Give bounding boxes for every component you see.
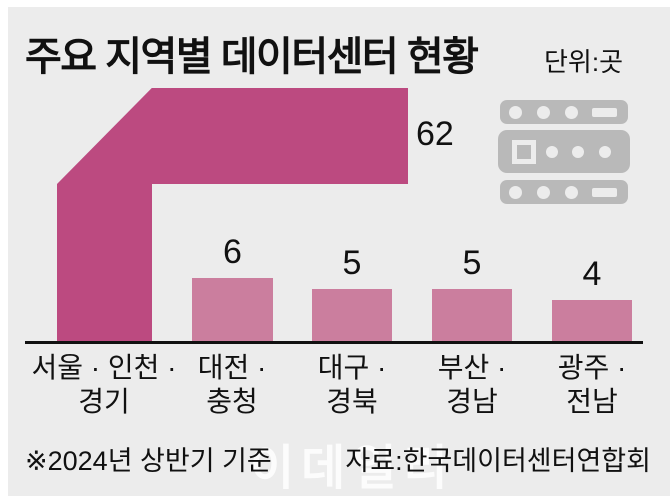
server-row-top [500, 100, 628, 124]
x-axis-line [25, 341, 643, 344]
indicator-dot [536, 105, 550, 119]
indicator-dot [599, 145, 611, 158]
value-label-busan: 5 [462, 244, 482, 282]
value-label-daejeon: 6 [223, 233, 242, 271]
bar-daegu [312, 289, 392, 341]
category-label-busan: 부산 · 경남 [392, 351, 552, 419]
category-line: 경북 [326, 386, 378, 417]
category-line: 충청 [206, 386, 258, 417]
indicator-dot [564, 105, 578, 119]
category-line: 전남 [566, 386, 618, 417]
indicator-dot [508, 185, 522, 199]
server-row-middle [498, 130, 630, 173]
bar-busan [432, 289, 512, 341]
bar-seoul [57, 184, 152, 341]
indicator-dot [564, 185, 578, 199]
watermark: 이데일리 [250, 442, 455, 495]
bar-daejeon [192, 278, 273, 341]
category-line: 경기 [78, 386, 130, 417]
bar-gwangju [552, 300, 632, 341]
server-row-bottom [500, 180, 628, 204]
category-line: 경남 [446, 386, 498, 417]
footnote: ※2024년 상반기 기준 [25, 446, 272, 476]
category-label-daegu: 대구 · 경북 [272, 351, 432, 419]
category-label-gwangju: 광주 · 전남 [512, 351, 670, 419]
indicator-dot [508, 105, 522, 119]
category-line: 대전 · [197, 352, 267, 383]
indicator-dot [546, 145, 558, 158]
indicator-dot [536, 185, 550, 199]
drive-slot [592, 107, 617, 117]
value-label-daegu: 5 [342, 244, 362, 282]
category-line: 광주 · [557, 352, 627, 383]
value-label-gwangju: 4 [582, 255, 602, 293]
category-label-seoul: 서울 · 인천 · 경기 [0, 351, 208, 419]
value-label-seoul: 62 [416, 115, 454, 153]
source-credit: 자료:한국데이터센터연합회 [345, 446, 651, 476]
category-label-daejeon: 대전 · 충청 [152, 351, 312, 419]
category-line: 서울 · 인천 · [31, 352, 177, 383]
unit-label: 단위:곳 [544, 47, 623, 77]
drive-slot [592, 187, 617, 197]
indicator-dot [572, 145, 584, 158]
page-title: 주요 지역별 데이터센터 현황 [25, 35, 479, 79]
category-line: 부산 · [437, 352, 507, 383]
server-screen [512, 139, 536, 164]
category-line: 대구 · [317, 352, 387, 383]
